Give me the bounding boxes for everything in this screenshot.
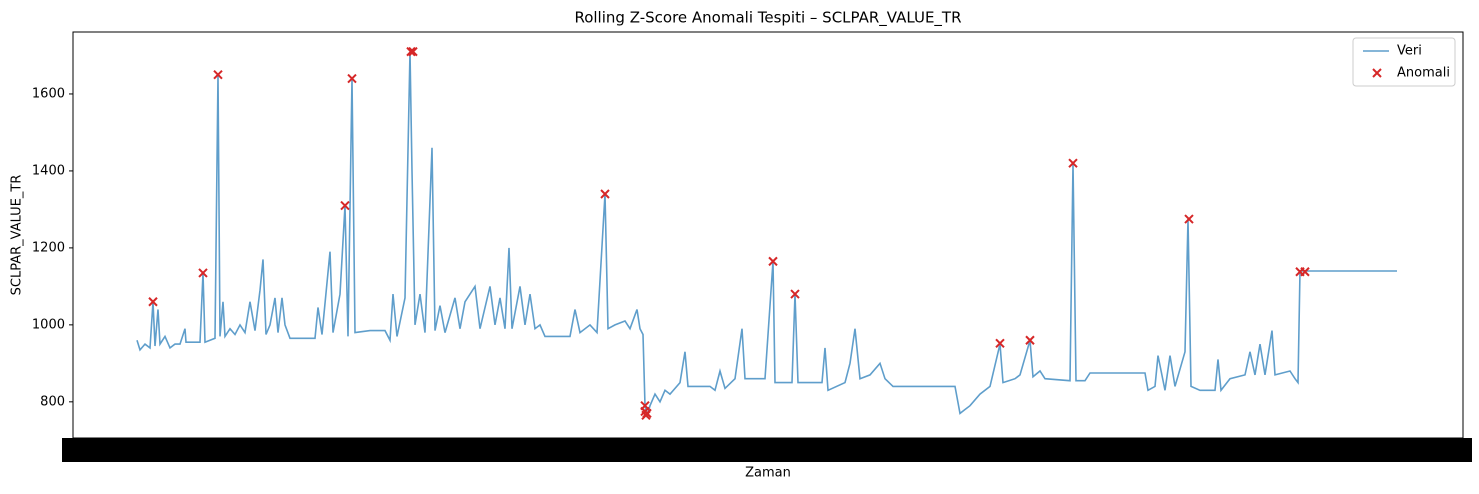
y-tick-label: 1000 <box>32 317 65 332</box>
anomaly-marker <box>198 268 208 278</box>
anomaly-marker <box>1025 335 1035 345</box>
anomaly-marker <box>995 338 1005 349</box>
legend-marker <box>1372 68 1382 78</box>
anomaly-marker <box>1068 158 1078 168</box>
anomaly-marker <box>213 70 223 80</box>
anomaly-marker <box>790 289 800 299</box>
y-tick-label: 1600 <box>32 86 65 101</box>
y-axis-label: SCLPAR_VALUE_TR <box>10 175 25 296</box>
y-tick-label: 1400 <box>32 163 65 178</box>
anomaly-marker <box>1300 267 1310 277</box>
x-tick-band <box>62 438 1472 462</box>
anomaly-marker <box>347 73 357 84</box>
chart-title: Rolling Z-Score Anomali Tespiti – SCLPAR… <box>574 9 961 28</box>
anomaly-marker <box>1184 214 1194 224</box>
y-tick-label: 800 <box>40 394 65 409</box>
anomaly-marker <box>642 408 652 419</box>
anomaly-marker <box>340 200 350 211</box>
y-tick-label: 1200 <box>32 240 65 255</box>
data-line <box>136 51 1397 419</box>
plot-frame <box>72 31 1464 439</box>
anomaly-marker <box>406 46 416 57</box>
anomaly-marker <box>408 46 418 57</box>
x-axis-label: Zaman <box>745 466 791 481</box>
legend-label: Veri <box>1397 44 1422 59</box>
legend-label: Anomali <box>1397 66 1450 81</box>
anomaly-marker <box>768 256 778 267</box>
anomaly-marker <box>148 297 158 307</box>
anomaly-marker <box>600 189 610 199</box>
